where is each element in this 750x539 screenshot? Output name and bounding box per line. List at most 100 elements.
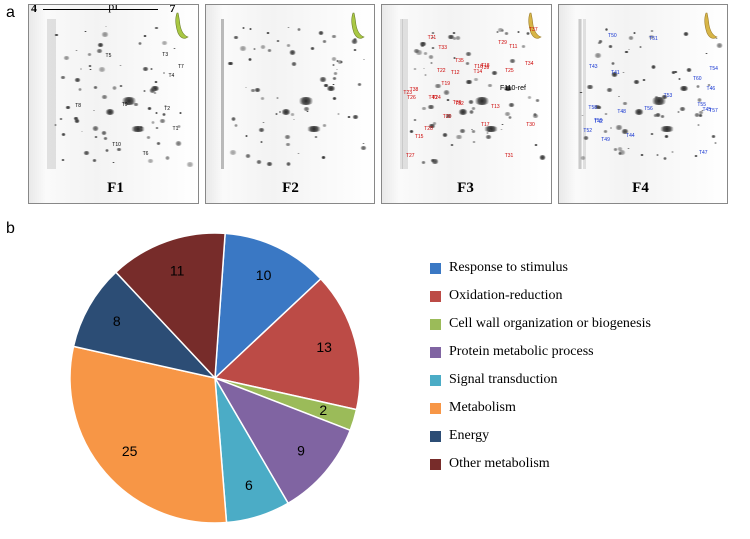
spot-annotation: T19 <box>441 81 450 87</box>
legend-swatch <box>430 347 441 358</box>
pie-slice-label: 10 <box>256 267 272 283</box>
spot-annotation: T56 <box>644 106 653 112</box>
legend-swatch <box>430 403 441 414</box>
pie-slice-label: 11 <box>170 262 185 278</box>
panel-b-label: b <box>6 220 15 238</box>
spot-annotation: T49 <box>601 137 610 143</box>
spot-annotation: T60 <box>693 76 702 82</box>
legend-item: Energy <box>430 428 651 444</box>
legend-item: Oxidation-reduction <box>430 288 651 304</box>
banana-icon <box>172 11 192 41</box>
spot-annotation: T53 <box>664 93 673 99</box>
spot-annotation: T46 <box>707 86 716 92</box>
legend-item: Metabolism <box>430 400 651 416</box>
spot-annotation: T5 <box>106 53 112 59</box>
banana-icon <box>348 11 368 41</box>
spot-annotation: T47 <box>699 150 708 156</box>
spot-annotation: T33 <box>438 45 447 51</box>
legend-swatch <box>430 291 441 302</box>
spot-annotation: T57 <box>709 108 718 114</box>
legend-label: Metabolism <box>449 400 516 416</box>
spot-annotation: T48 <box>617 109 626 115</box>
spot-annotation: T35 <box>455 58 464 64</box>
spot-annotation: T51 <box>649 36 658 42</box>
gel-strip: 4 pI 7 T1T2T3T4T5T6T7T8T9T10 T11T12T13T1… <box>28 4 728 204</box>
spot-annotation: T37 <box>529 27 538 33</box>
spot-annotation: T59 <box>594 118 603 124</box>
pie-slice-label: 13 <box>316 339 332 355</box>
legend-label: Signal transduction <box>449 372 558 388</box>
spot-annotation: T41 <box>611 70 620 76</box>
spot-annotation: T20 <box>443 114 452 120</box>
legend-label: Energy <box>449 428 489 444</box>
pie-legend: Response to stimulus Oxidation-reduction C… <box>430 260 651 484</box>
spot-annotation: T34 <box>525 61 534 67</box>
spot-annotation: T6 <box>143 151 149 157</box>
legend-label: Protein metabolic process <box>449 344 594 360</box>
spot-annotation: T11 <box>509 44 517 50</box>
pi-axis-left: 4 <box>31 4 37 16</box>
spot-annotation: T9 <box>122 102 128 108</box>
gel-f2 <box>205 4 376 204</box>
legend-swatch <box>430 375 441 386</box>
gel-f3: T11T12T13T14T15T16T17T18T19T20T21T22T23T… <box>381 4 552 204</box>
spot-annotation: T12 <box>451 70 460 76</box>
spot-annotation: T36 <box>453 100 462 106</box>
pie-slice-label: 2 <box>319 402 327 418</box>
legend-swatch <box>430 263 441 274</box>
spot-annotation: T25 <box>505 68 514 74</box>
legend-item: Protein metabolic process <box>430 344 651 360</box>
pie-slice-label: 25 <box>122 443 138 459</box>
spot-annotation: T3 <box>162 52 168 58</box>
spot-annotation: F110-ref <box>500 85 526 92</box>
spot-annotation: T4 <box>168 73 174 79</box>
legend-item: Response to stimulus <box>430 260 651 276</box>
spot-annotation: T13 <box>491 104 500 110</box>
spot-annotation: T2 <box>164 106 170 112</box>
spot-annotation: T44 <box>626 133 635 139</box>
legend-label: Cell wall organization or biogenesis <box>449 316 651 332</box>
spot-annotation: T58 <box>588 105 597 111</box>
pie-slice-label: 9 <box>297 442 305 458</box>
banana-icon <box>525 11 545 41</box>
pie-slice-label: 6 <box>245 477 253 493</box>
banana-icon <box>701 11 721 41</box>
legend-item: Other metabolism <box>430 456 651 472</box>
pi-axis-label: pI <box>108 4 118 14</box>
legend-label: Response to stimulus <box>449 260 568 276</box>
spot-annotation: T31 <box>505 153 514 159</box>
spot-annotation: T50 <box>608 33 617 39</box>
spot-annotation: T7 <box>178 64 184 70</box>
spot-annotation: T22 <box>437 68 446 74</box>
legend-label: Other metabolism <box>449 456 550 472</box>
spot-annotation: T27 <box>406 153 415 159</box>
spot-annotation: T39 <box>481 65 490 71</box>
gel-f1: 4 pI 7 T1T2T3T4T5T6T7T8T9T10 <box>28 4 199 204</box>
panel-a-label: a <box>6 4 15 22</box>
pie-chart: 10 13 2 9 6 25 8 11 <box>60 220 380 530</box>
gel-label-f1: F1 <box>28 180 203 197</box>
spot-annotation: T30 <box>526 122 535 128</box>
gel-label-f2: F2 <box>203 180 378 197</box>
spot-annotation: T28 <box>424 126 433 132</box>
pi-axis-line <box>43 9 158 10</box>
spot-annotation: T26 <box>407 95 416 101</box>
pie-slice-label: 8 <box>113 313 121 329</box>
spot-annotation: T1 <box>173 126 179 132</box>
spot-annotation: T43 <box>589 64 598 70</box>
spot-annotation: T38 <box>410 87 419 93</box>
legend-label: Oxidation-reduction <box>449 288 563 304</box>
spot-annotation: T15 <box>415 134 424 140</box>
spot-annotation: T54 <box>709 66 718 72</box>
legend-swatch <box>430 319 441 330</box>
gel-label-f4: F4 <box>553 180 728 197</box>
legend-item: Signal transduction <box>430 372 651 388</box>
legend-swatch <box>430 431 441 442</box>
spot-annotation: T55 <box>697 102 706 108</box>
spot-annotation: T29 <box>498 40 507 46</box>
gel-label-f3: F3 <box>378 180 553 197</box>
spot-annotation: T10 <box>112 142 121 148</box>
spot-annotation: T21 <box>428 35 437 41</box>
spot-annotation: T17 <box>481 122 490 128</box>
spot-annotation: T52 <box>583 128 592 134</box>
